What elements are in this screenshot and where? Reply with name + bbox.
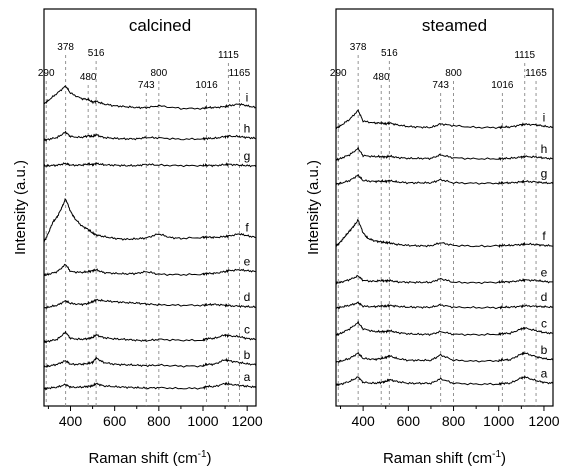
- spectrum-line-d: [43, 298, 257, 310]
- series-label-b: b: [244, 348, 251, 362]
- series-label-g: g: [541, 166, 548, 180]
- reference-label-743: 743: [432, 80, 449, 91]
- spectrum-line-g: [43, 161, 257, 168]
- spectrum-line-b: [43, 356, 257, 368]
- spectrum-line-a: [335, 375, 554, 387]
- x-tick-label: 1000: [187, 413, 218, 429]
- series-label-h: h: [244, 121, 251, 135]
- series-label-f: f: [245, 221, 249, 235]
- spectrum-line-e: [43, 263, 257, 277]
- spectrum-line-e: [335, 274, 553, 285]
- x-axis-label: Raman shift (cm-1): [383, 449, 506, 467]
- spectrum-line-g: [335, 173, 554, 186]
- series-label-i: i: [543, 111, 546, 125]
- reference-label-800: 800: [445, 68, 462, 79]
- reference-label-1016: 1016: [491, 80, 514, 91]
- chart-title: calcined: [129, 16, 191, 35]
- reference-label-516: 516: [88, 48, 105, 59]
- spectrum-line-a: [43, 381, 257, 391]
- reference-label-516: 516: [381, 48, 398, 59]
- series-label-d: d: [541, 290, 548, 304]
- x-tick-label: 600: [397, 413, 421, 429]
- chart-panel-steamed: steamed290378480516743800101611151165400…: [305, 8, 560, 467]
- reference-label-1115: 1115: [514, 50, 535, 61]
- series-label-b: b: [541, 343, 548, 357]
- reference-label-480: 480: [80, 72, 97, 83]
- plot-frame: [43, 8, 257, 407]
- series-label-c: c: [244, 322, 250, 336]
- series-label-c: c: [541, 316, 547, 330]
- y-axis-label: Intensity (a.u.): [12, 160, 29, 255]
- x-tick-label: 400: [351, 413, 375, 429]
- reference-label-378: 378: [57, 42, 74, 53]
- series-label-h: h: [541, 142, 548, 156]
- reference-label-290: 290: [330, 68, 347, 79]
- plot-frame: [335, 8, 554, 407]
- series-label-a: a: [541, 366, 548, 380]
- series-label-a: a: [244, 370, 251, 384]
- reference-label-378: 378: [350, 42, 367, 53]
- x-tick-label: 600: [103, 413, 127, 429]
- x-tick-label: 1200: [528, 413, 559, 429]
- x-tick-label: 400: [59, 413, 83, 429]
- series-label-e: e: [541, 265, 548, 279]
- spectrum-line-i: [335, 109, 554, 130]
- reference-label-1016: 1016: [195, 80, 218, 91]
- reference-label-1115: 1115: [218, 50, 239, 61]
- series-label-i: i: [246, 91, 249, 105]
- reference-label-1165: 1165: [229, 68, 251, 79]
- reference-label-1165: 1165: [525, 68, 547, 79]
- spectrum-line-d: [335, 301, 554, 310]
- spectrum-line-f: [43, 198, 257, 243]
- reference-label-290: 290: [38, 68, 55, 79]
- series-label-e: e: [244, 255, 251, 269]
- spectrum-line-c: [335, 320, 554, 337]
- x-tick-label: 800: [147, 413, 171, 429]
- y-axis-label: Intensity (a.u.): [305, 160, 322, 255]
- chart-title: steamed: [422, 16, 487, 35]
- spectrum-line-h: [335, 146, 554, 162]
- series-label-f: f: [542, 229, 546, 243]
- spectrum-line-c: [43, 330, 257, 344]
- spectrum-line-h: [43, 130, 257, 142]
- series-label-g: g: [244, 149, 251, 163]
- reference-label-480: 480: [373, 72, 390, 83]
- series-label-d: d: [244, 290, 251, 304]
- reference-label-743: 743: [138, 80, 155, 91]
- x-tick-label: 1200: [232, 413, 263, 429]
- x-axis-label: Raman shift (cm-1): [88, 449, 211, 467]
- x-tick-label: 800: [442, 413, 466, 429]
- spectrum-line-b: [335, 351, 554, 364]
- reference-label-800: 800: [150, 68, 167, 79]
- x-tick-label: 1000: [483, 413, 514, 429]
- spectrum-line-f: [335, 218, 553, 249]
- chart-panel-calcined: calcined29037848051674380010161115116540…: [12, 8, 263, 467]
- spectrum-line-i: [44, 85, 257, 110]
